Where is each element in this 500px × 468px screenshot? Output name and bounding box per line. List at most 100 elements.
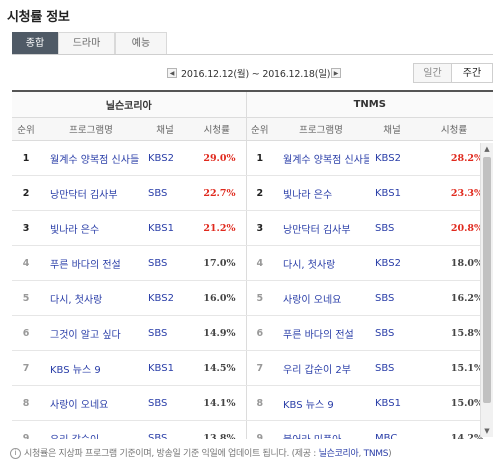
- rank-cell: 6: [245, 315, 273, 351]
- table-row: 3 빛나라 은수 KBS1 21.2% 3 낭만닥터 김사부 SBS 20.8%: [12, 210, 493, 246]
- table-scrollbar[interactable]: ▲ ▼: [480, 143, 493, 437]
- channel-link[interactable]: SBS: [142, 315, 188, 351]
- program-link[interactable]: 낭만닥터 김사부: [273, 210, 369, 246]
- rank-cell: 1: [245, 140, 273, 176]
- info-circle-icon: i: [10, 448, 21, 459]
- scrollbar-thumb[interactable]: [483, 157, 491, 403]
- ratings-table: 닐슨코리아 TNMS 순위 프로그램명 채널 시청률 순위 프로그램명 채널 시…: [12, 92, 493, 439]
- program-link[interactable]: KBS 뉴스 9: [40, 350, 142, 386]
- program-link[interactable]: 월계수 양복점 신사들: [40, 140, 142, 176]
- channel-link[interactable]: KBS2: [369, 245, 415, 281]
- rank-cell: 1: [12, 140, 40, 176]
- rank-cell: 4: [12, 245, 40, 281]
- channel-link[interactable]: KBS1: [369, 175, 415, 211]
- column-header-program: 프로그램명: [40, 117, 142, 141]
- program-link[interactable]: 푸른 바다의 전설: [40, 245, 142, 281]
- next-week-button[interactable]: ▶: [331, 68, 341, 78]
- tab-overall[interactable]: 종합: [12, 32, 58, 54]
- program-link[interactable]: 빛나라 은수: [40, 210, 142, 246]
- program-link[interactable]: 다시, 첫사랑: [273, 245, 369, 281]
- source-header-nielsen: 닐슨코리아: [12, 92, 246, 118]
- program-link[interactable]: 빛나라 은수: [273, 175, 369, 211]
- triangle-left-icon: ◀: [169, 70, 175, 77]
- rank-cell: 3: [245, 210, 273, 246]
- rating-cell: 14.5%: [188, 350, 246, 386]
- table-row: 9우리 갑순이SBS13.8%9불어라 미풍아MBC14.2%: [12, 420, 493, 439]
- column-header-rating: 시청률: [415, 117, 493, 141]
- rating-cell: 21.2%: [188, 210, 246, 246]
- rank-cell: 8: [245, 385, 273, 421]
- program-link[interactable]: KBS 뉴스 9: [273, 385, 369, 421]
- rating-cell: 22.7%: [188, 175, 246, 211]
- program-link[interactable]: 우리 갑순이 2부: [273, 350, 369, 386]
- rating-cell: 17.0%: [188, 245, 246, 281]
- rank-cell: 9: [245, 420, 273, 439]
- table-row: 6 그것이 알고 싶다 SBS 14.9% 6 푸른 바다의 전설 SBS 15.8%: [12, 315, 493, 351]
- table-row: 5 다시, 첫사랑 KBS2 16.0% 5 사랑이 오네요 SBS 16.2%: [12, 280, 493, 316]
- program-link[interactable]: 푸른 바다의 전설: [273, 315, 369, 351]
- rating-cell: 14.2%: [415, 420, 493, 439]
- footnote: i 시청률은 지상파 프로그램 기준이며, 방송일 기준 익일에 업데이트 됩니다…: [10, 446, 392, 459]
- rank-cell: 7: [245, 350, 273, 386]
- program-link[interactable]: 그것이 알고 싶다: [40, 315, 142, 351]
- provider-link-nielsen[interactable]: 닐슨코리아: [318, 449, 359, 459]
- column-header-rating: 시청률: [188, 117, 246, 141]
- rating-cell: 13.8%: [188, 420, 246, 439]
- date-navigator: ◀ 2016.12.12(월) ~ 2016.12.18(일) ▶: [0, 66, 500, 82]
- rank-cell: 8: [12, 385, 40, 421]
- daily-button[interactable]: 일간: [413, 63, 452, 83]
- channel-link[interactable]: KBS2: [142, 140, 188, 176]
- table-row: 7 KBS 뉴스 9 KBS1 14.5% 7 우리 갑순이 2부 SBS 15.1%: [12, 350, 493, 386]
- rank-cell: 2: [12, 175, 40, 211]
- column-header-channel: 채널: [142, 117, 188, 141]
- channel-link[interactable]: SBS: [369, 350, 415, 386]
- channel-link[interactable]: KBS2: [369, 140, 415, 176]
- column-header-rank: 순위: [245, 117, 273, 141]
- channel-link[interactable]: SBS: [142, 175, 188, 211]
- channel-link[interactable]: KBS1: [369, 385, 415, 421]
- ratings-table-container[interactable]: 닐슨코리아 TNMS 순위 프로그램명 채널 시청률 순위 프로그램명 채널 시…: [12, 90, 493, 439]
- provider-link-tnms[interactable]: TNMS: [363, 449, 389, 459]
- rank-cell: 5: [245, 280, 273, 316]
- scroll-down-icon[interactable]: ▼: [484, 427, 490, 435]
- footnote-close: ): [388, 449, 392, 459]
- prev-week-button[interactable]: ◀: [167, 68, 177, 78]
- rank-cell: 6: [12, 315, 40, 351]
- program-link[interactable]: 다시, 첫사랑: [40, 280, 142, 316]
- weekly-button[interactable]: 주간: [452, 63, 493, 83]
- page-title: 시청률 정보: [7, 10, 70, 25]
- rank-cell: 7: [12, 350, 40, 386]
- footnote-separator: ,: [358, 449, 364, 459]
- rank-cell: 5: [12, 280, 40, 316]
- category-tabs: 종합 드라마 예능: [12, 32, 493, 55]
- footnote-text: 시청률은 지상파 프로그램 기준이며, 방송일 기준 익일에 업데이트 됩니다.…: [24, 449, 319, 459]
- rating-cell: 14.1%: [188, 385, 246, 421]
- program-link[interactable]: 낭만닥터 김사부: [40, 175, 142, 211]
- channel-link[interactable]: KBS2: [142, 280, 188, 316]
- channel-link[interactable]: MBC: [369, 420, 415, 439]
- rating-cell: 16.0%: [188, 280, 246, 316]
- channel-link[interactable]: SBS: [369, 280, 415, 316]
- program-link[interactable]: 사랑이 오네요: [40, 385, 142, 421]
- channel-link[interactable]: KBS1: [142, 350, 188, 386]
- table-row: 4 푸른 바다의 전설 SBS 17.0% 4 다시, 첫사랑 KBS2 18.0%: [12, 245, 493, 281]
- table-row: 8 사랑이 오네요 SBS 14.1% 8 KBS 뉴스 9 KBS1 15.0%: [12, 385, 493, 421]
- program-link[interactable]: 월계수 양복점 신사들: [273, 140, 369, 176]
- rating-cell: 14.9%: [188, 315, 246, 351]
- program-link[interactable]: 사랑이 오네요: [273, 280, 369, 316]
- channel-link[interactable]: SBS: [142, 420, 188, 439]
- tab-variety[interactable]: 예능: [115, 32, 167, 54]
- scroll-up-icon[interactable]: ▲: [484, 145, 490, 153]
- channel-link[interactable]: SBS: [142, 385, 188, 421]
- channel-link[interactable]: SBS: [369, 315, 415, 351]
- table-row: 1 월계수 양복점 신사들 KBS2 29.0% 1 월계수 양복점 신사들 KBS2 28.…: [12, 140, 493, 176]
- channel-link[interactable]: SBS: [369, 210, 415, 246]
- rating-cell: 29.0%: [188, 140, 246, 176]
- column-header-channel: 채널: [369, 117, 415, 141]
- rank-cell: 9: [12, 420, 40, 439]
- program-link[interactable]: 우리 갑순이: [40, 420, 142, 439]
- tab-drama[interactable]: 드라마: [58, 32, 115, 54]
- program-link[interactable]: 불어라 미풍아: [273, 420, 369, 439]
- channel-link[interactable]: KBS1: [142, 210, 188, 246]
- channel-link[interactable]: SBS: [142, 245, 188, 281]
